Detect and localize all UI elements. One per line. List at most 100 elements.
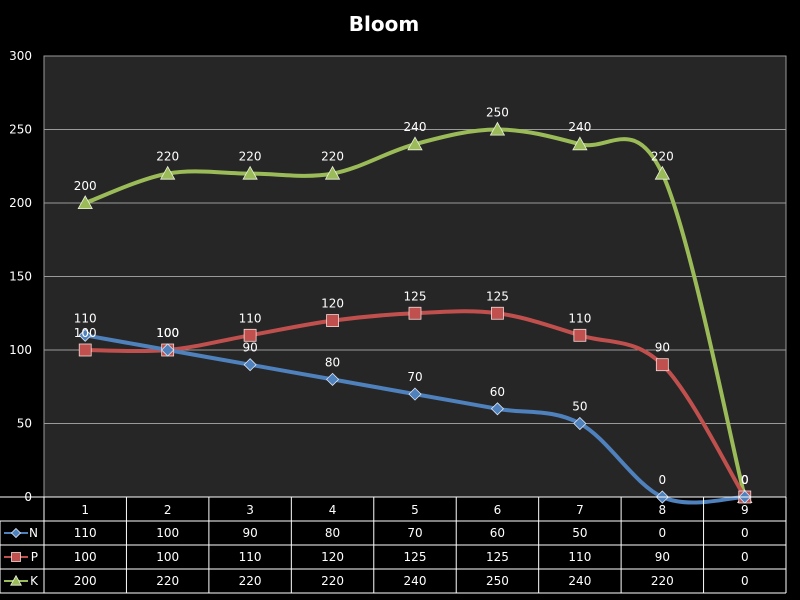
data-label-N-6: 60 bbox=[490, 385, 505, 399]
data-label-K-2: 220 bbox=[156, 150, 179, 164]
y-tick-label-250: 250 bbox=[9, 123, 32, 137]
table-cell-K-1: 200 bbox=[74, 574, 97, 588]
table-cell-N-2: 100 bbox=[156, 526, 179, 540]
y-tick-label-150: 150 bbox=[9, 270, 32, 284]
x-tick-label-8: 8 bbox=[659, 503, 667, 517]
table-cell-K-5: 240 bbox=[404, 574, 427, 588]
table-cell-K-2: 220 bbox=[156, 574, 179, 588]
marker-K-3 bbox=[242, 165, 258, 180]
x-tick-label-5: 5 bbox=[411, 503, 419, 517]
table-cell-P-7: 110 bbox=[568, 550, 591, 564]
marker-P-7 bbox=[573, 328, 587, 342]
x-tick-label-7: 7 bbox=[576, 503, 584, 517]
legend-label-P: P bbox=[31, 550, 38, 564]
table-cell-P-3: 110 bbox=[239, 550, 262, 564]
table-cell-N-7: 50 bbox=[572, 526, 587, 540]
data-label-N-4: 80 bbox=[325, 355, 340, 369]
table-cell-P-2: 100 bbox=[156, 550, 179, 564]
table-cell-K-6: 250 bbox=[486, 574, 509, 588]
marker-N-6 bbox=[490, 402, 505, 416]
data-label-P-9: 0 bbox=[741, 473, 749, 487]
marker-P-8 bbox=[655, 358, 669, 372]
data-label-P-3: 110 bbox=[239, 311, 262, 325]
data-label-K-6: 250 bbox=[486, 106, 509, 120]
marker-N-3 bbox=[243, 358, 257, 372]
data-label-N-5: 70 bbox=[407, 370, 422, 384]
marker-P-5 bbox=[408, 306, 422, 320]
marker-K-5 bbox=[407, 136, 423, 151]
x-tick-label-3: 3 bbox=[246, 503, 254, 517]
table-cell-K-3: 220 bbox=[239, 574, 262, 588]
table-cell-K-9: 0 bbox=[741, 574, 749, 588]
data-label-P-8: 90 bbox=[655, 341, 670, 355]
y-tick-label-50: 50 bbox=[17, 417, 32, 431]
data-label-P-6: 125 bbox=[486, 289, 509, 303]
data-label-P-1: 100 bbox=[74, 326, 97, 340]
marker-P-3 bbox=[243, 328, 257, 342]
data-label-N-9: 0 bbox=[741, 473, 749, 487]
legend-label-K: K bbox=[30, 574, 39, 588]
data-label-K-9: 0 bbox=[741, 473, 749, 487]
table-cell-N-9: 0 bbox=[741, 526, 749, 540]
x-tick-label-1: 1 bbox=[81, 503, 89, 517]
marker-K-2 bbox=[159, 165, 176, 180]
data-label-N-2: 100 bbox=[156, 326, 179, 340]
x-tick-label-2: 2 bbox=[164, 503, 172, 517]
table-cell-N-8: 0 bbox=[659, 526, 667, 540]
table-cell-N-3: 90 bbox=[242, 526, 257, 540]
table-cell-N-4: 80 bbox=[325, 526, 340, 540]
marker-N-5 bbox=[408, 387, 422, 401]
x-tick-label-9: 9 bbox=[741, 503, 749, 517]
table-cell-N-6: 60 bbox=[490, 526, 505, 540]
data-label-P-2: 100 bbox=[156, 326, 179, 340]
marker-P-1 bbox=[78, 343, 92, 357]
marker-P-4 bbox=[326, 314, 339, 328]
table-cell-N-5: 70 bbox=[407, 526, 422, 540]
marker-N-1 bbox=[78, 328, 92, 342]
data-label-N-3: 90 bbox=[242, 341, 257, 355]
data-label-N-7: 50 bbox=[572, 400, 587, 414]
table-cell-K-4: 220 bbox=[321, 574, 344, 588]
legend-marker-K bbox=[10, 574, 22, 586]
table-cell-P-1: 100 bbox=[74, 550, 97, 564]
data-label-P-5: 125 bbox=[404, 289, 427, 303]
data-label-K-3: 220 bbox=[239, 150, 262, 164]
x-tick-label-4: 4 bbox=[329, 503, 337, 517]
y-tick-label-100: 100 bbox=[9, 343, 32, 357]
data-label-K-8: 220 bbox=[651, 150, 674, 164]
data-label-N-1: 110 bbox=[74, 311, 97, 325]
legend-label-N: N bbox=[29, 526, 38, 540]
table-cell-P-4: 120 bbox=[321, 550, 344, 564]
chart-title: Bloom bbox=[349, 12, 419, 36]
table-cell-K-7: 240 bbox=[568, 574, 591, 588]
series-markers bbox=[77, 121, 753, 504]
marker-K-8 bbox=[654, 165, 671, 180]
marker-P-6 bbox=[491, 306, 504, 320]
y-tick-label-300: 300 bbox=[9, 49, 32, 63]
table-cell-K-8: 220 bbox=[651, 574, 674, 588]
table-cell-P-9: 0 bbox=[741, 550, 749, 564]
marker-K-1 bbox=[77, 195, 93, 210]
data-table: 1 2 3 4 5 6 7 8 9 N 110 100 90 80 70 60 50 0 0 P 100 100 110 12… bbox=[0, 496, 787, 594]
data-label-K-5: 240 bbox=[404, 120, 427, 134]
table-cell-N-1: 110 bbox=[74, 526, 97, 540]
marker-K-4 bbox=[324, 165, 341, 180]
y-tick-label-200: 200 bbox=[9, 196, 32, 210]
table-cell-P-5: 125 bbox=[404, 550, 427, 564]
data-label-K-4: 220 bbox=[321, 150, 344, 164]
marker-K-7 bbox=[572, 136, 588, 151]
table-cell-P-8: 90 bbox=[655, 550, 670, 564]
data-label-K-7: 240 bbox=[568, 120, 591, 134]
data-label-P-7: 110 bbox=[568, 311, 591, 325]
marker-N-7 bbox=[573, 416, 587, 431]
data-label-P-4: 120 bbox=[321, 297, 344, 311]
legend-marker-P bbox=[11, 552, 21, 562]
table-cell-P-6: 125 bbox=[486, 550, 509, 564]
series-line-K bbox=[83, 127, 747, 499]
marker-N-4 bbox=[325, 372, 340, 386]
data-label-N-8: 0 bbox=[659, 473, 667, 487]
legend-marker-N bbox=[10, 527, 22, 539]
marker-K-6 bbox=[489, 121, 506, 136]
